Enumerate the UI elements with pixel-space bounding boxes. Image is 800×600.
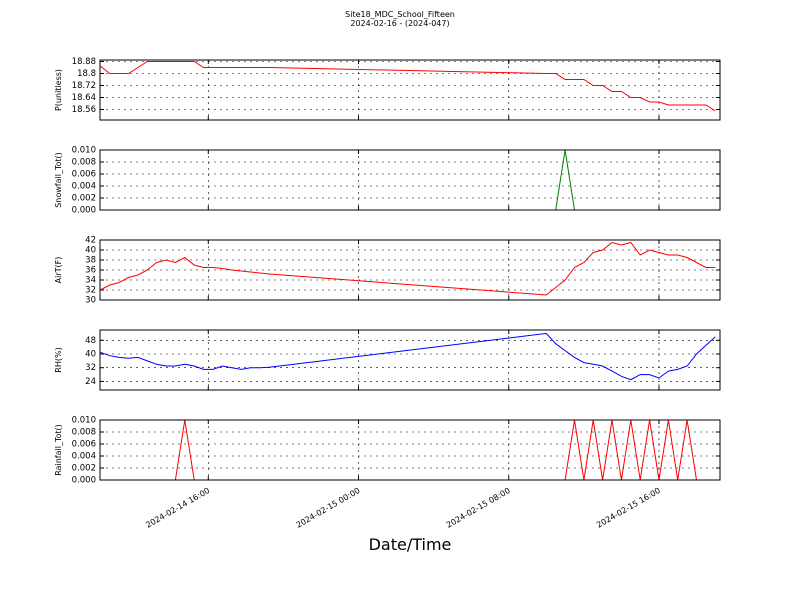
data-line bbox=[100, 332, 716, 381]
data-line bbox=[99, 61, 716, 112]
y-tick-label: 42 bbox=[85, 236, 96, 246]
y-axis-label: Snowfall_Tot() bbox=[54, 152, 63, 208]
y-tick-label: 0.010 bbox=[72, 416, 96, 426]
y-tick-label: 30 bbox=[85, 296, 96, 306]
y-tick-label: 0.006 bbox=[72, 440, 96, 450]
data-line bbox=[100, 241, 716, 296]
y-tick-label: 32 bbox=[85, 286, 96, 296]
x-tick-label: 2024-02-14 16:00 bbox=[144, 486, 211, 530]
plot-frame bbox=[99, 59, 721, 121]
y-tick-label: 36 bbox=[85, 266, 96, 276]
y-tick-label: 24 bbox=[85, 377, 96, 387]
x-tick-label: 2024-02-15 00:00 bbox=[295, 486, 362, 530]
y-tick-label: 0.000 bbox=[72, 206, 96, 216]
y-axis-label: RH(%) bbox=[54, 347, 63, 372]
x-tick-label: 2024-02-15 16:00 bbox=[595, 486, 662, 530]
y-tick-label: 18.88 bbox=[72, 57, 96, 67]
y-axis-label: Rainfall_Tot() bbox=[54, 424, 63, 476]
plot-frame bbox=[99, 419, 721, 481]
y-axis-label: AirT(F) bbox=[54, 257, 63, 284]
y-tick-label: 38 bbox=[85, 256, 96, 266]
y-tick-label: 18.72 bbox=[72, 81, 96, 91]
x-tick-label: 2024-02-15 08:00 bbox=[445, 486, 512, 530]
y-tick-label: 48 bbox=[85, 336, 96, 346]
y-tick-label: 0.008 bbox=[72, 428, 96, 438]
y-tick-label: 0.002 bbox=[72, 464, 96, 474]
y-tick-label: 32 bbox=[85, 363, 96, 373]
y-tick-label: 0.002 bbox=[72, 194, 96, 204]
y-tick-label: 18.64 bbox=[72, 93, 96, 103]
y-tick-label: 40 bbox=[85, 246, 96, 256]
plot-frame bbox=[99, 149, 721, 211]
y-axis-label: P(unitless) bbox=[54, 69, 63, 111]
plot-frame bbox=[99, 329, 721, 391]
y-tick-label: 34 bbox=[85, 276, 96, 286]
y-tick-label: 0.004 bbox=[72, 452, 96, 462]
data-line bbox=[100, 419, 716, 481]
chart-title: Site18_MDC_School_Fifteen bbox=[345, 10, 455, 19]
plot-frame bbox=[99, 239, 721, 301]
y-tick-label: 0.004 bbox=[72, 182, 96, 192]
y-tick-label: 0.010 bbox=[72, 146, 96, 156]
chart-subtitle: 2024-02-16 - (2024-047) bbox=[350, 19, 449, 28]
data-line bbox=[100, 149, 716, 211]
y-tick-label: 0.006 bbox=[72, 170, 96, 180]
y-tick-label: 0.008 bbox=[72, 158, 96, 168]
x-axis-label: Date/Time bbox=[369, 535, 452, 554]
y-tick-label: 0.000 bbox=[72, 476, 96, 486]
y-tick-label: 18.56 bbox=[72, 105, 96, 115]
y-tick-label: 18.8 bbox=[77, 69, 96, 79]
y-tick-label: 40 bbox=[85, 350, 96, 360]
